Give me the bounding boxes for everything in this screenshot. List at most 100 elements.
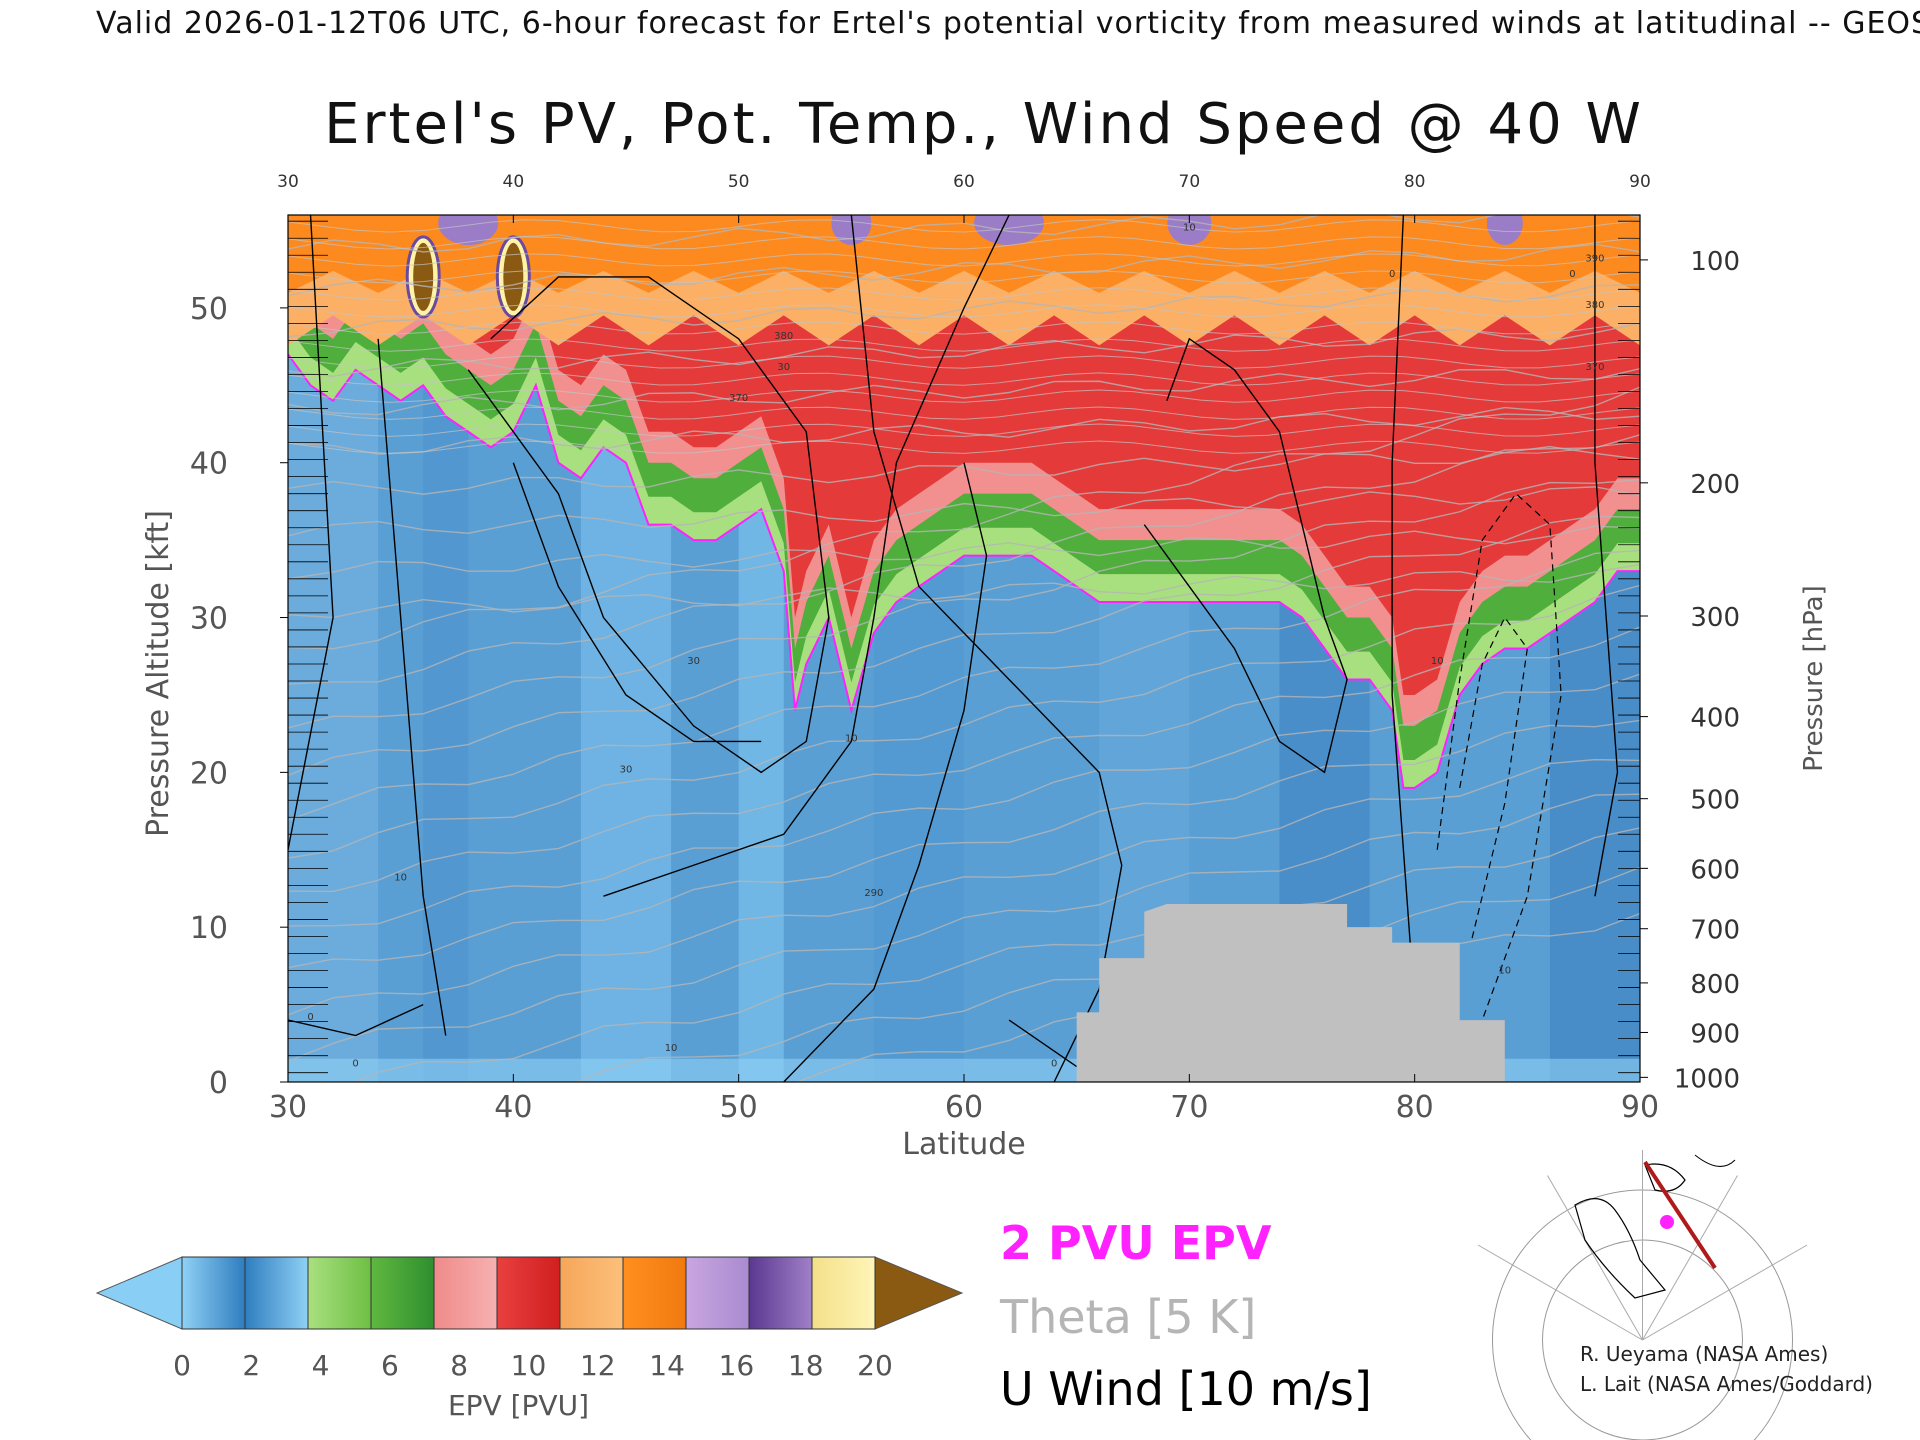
xtick-top-label-0: 30 [277, 172, 299, 192]
colorbar-tick-2: 4 [312, 1349, 330, 1382]
colorbar-tick-8: 16 [719, 1349, 755, 1382]
colorbar-segment-0 [181, 1256, 246, 1330]
y-axis-label-left: Pressure Altitude [kft] [141, 510, 176, 837]
theta-contour-2 [352, 827, 1640, 1082]
colorbar-tick-5: 10 [511, 1349, 547, 1382]
theta-upper-6 [288, 338, 1640, 352]
xtick-label-3: 60 [945, 1090, 983, 1125]
uwind-negative-1 [1459, 616, 1528, 943]
xtick-top-label-6: 90 [1629, 172, 1651, 192]
colorbar-tick-1: 2 [242, 1349, 260, 1382]
contour-label-5: 370 [729, 393, 748, 404]
theta-contour-7 [288, 626, 1640, 893]
contour-label-13: 10 [1498, 966, 1511, 977]
ptick-label-7: 800 [1690, 970, 1740, 1000]
uwind-contour-1 [377, 338, 447, 1036]
pv2-line [288, 353, 1640, 789]
theta-contour-13 [288, 386, 1640, 650]
uwind-contour-5 [783, 462, 988, 1082]
contour-label-0: 10 [1183, 222, 1196, 233]
colorbar-segment-9 [748, 1256, 813, 1330]
contour-label-17: 0 [352, 1059, 358, 1070]
uwind-contour-11 [1008, 1019, 1078, 1068]
xtick-label-6: 90 [1621, 1090, 1659, 1125]
ytick-label-4: 40 [190, 447, 228, 482]
uwind-contour-10 [288, 1003, 424, 1037]
plot-area [288, 215, 1640, 1082]
inset-coastline-america [1574, 1198, 1667, 1299]
uwind-contour-9 [1594, 215, 1619, 897]
ptick-label-3: 400 [1690, 704, 1740, 734]
theta-upper-5 [288, 355, 1640, 369]
colorbar-segment-4 [433, 1256, 498, 1330]
colorbar-tick-6: 12 [580, 1349, 616, 1382]
colorbar-tick-4: 8 [450, 1349, 468, 1382]
contour-label-18: 0 [1051, 1059, 1057, 1070]
theta-contour-4 [288, 758, 1640, 1016]
contour-label-19: 290 [864, 888, 883, 899]
xtick-top-label-5: 80 [1404, 172, 1426, 192]
xtick-top-label-2: 50 [728, 172, 750, 192]
ptick-label-2: 300 [1690, 603, 1740, 633]
theta-contour-3 [288, 793, 1640, 1062]
colorbar-segment-7 [622, 1256, 687, 1330]
contour-label-4: 380 [774, 331, 793, 342]
xtick-label-4: 70 [1170, 1090, 1208, 1125]
theta-upper-2 [288, 406, 1640, 420]
layer-purple-2 [974, 215, 1045, 245]
inset-meridian [1642, 1175, 1738, 1341]
theta-upper-1 [288, 423, 1640, 437]
terrain-mask [1076, 903, 1505, 1082]
contour-label-15: 10 [665, 1043, 678, 1054]
ptick-label-6: 700 [1690, 916, 1740, 946]
theta-contour-12 [288, 434, 1640, 685]
contour-label-7: 380 [1585, 300, 1604, 311]
colorbar-segment-1 [244, 1256, 309, 1330]
uwind-contour-4 [603, 215, 1010, 897]
colorbar-label: EPV [PVU] [448, 1389, 589, 1422]
contour-label-8: 390 [1585, 253, 1604, 264]
theta-contour-6 [288, 673, 1640, 927]
xtick-label-1: 40 [494, 1090, 532, 1125]
contour-label-6: 370 [1585, 362, 1604, 373]
theta-upper-10 [288, 270, 1640, 284]
theta-upper-9 [288, 287, 1640, 301]
inset-meridian [1642, 1244, 1808, 1341]
y-axis-label-right: Pressure [hPa] [1799, 585, 1829, 772]
colorbar-segment-10 [811, 1256, 876, 1330]
theta-contour-10 [288, 515, 1640, 777]
theta-contour-9 [288, 549, 1640, 821]
uwind-contour-7 [1143, 337, 1348, 774]
contour-label-2: 0 [1569, 269, 1575, 280]
theta-upper-8 [288, 304, 1640, 318]
theta-upper-7 [288, 321, 1640, 335]
ptick-label-4: 500 [1690, 786, 1740, 816]
contour-label-1: 0 [1389, 269, 1395, 280]
feature-max-1 [503, 242, 524, 311]
colorbar-tick-0: 0 [173, 1349, 191, 1382]
contour-label-14: 10 [394, 873, 407, 884]
theta-contour-1 [574, 866, 1640, 1082]
inset-marker [1660, 1215, 1674, 1229]
colorbar-segment-5 [496, 1256, 561, 1330]
ptick-label-0: 100 [1690, 247, 1740, 277]
theta-upper-12 [288, 236, 1640, 250]
contour-label-12: 10 [1431, 656, 1444, 667]
layer-orange [288, 215, 1640, 293]
chart-title: Ertel's PV, Pot. Temp., Wind Speed @ 40 … [324, 92, 1644, 157]
theta-contour-19 [288, 367, 1640, 416]
inset-coastline-europe [1694, 1154, 1736, 1167]
xtick-top-label-4: 70 [1179, 172, 1201, 192]
theta-upper-0 [288, 440, 1640, 454]
ptick-label-5: 600 [1690, 855, 1740, 885]
colorbar-tick-3: 6 [381, 1349, 399, 1382]
uwind-contour-2 [467, 276, 830, 774]
legend-epv: 2 PVU EPV [1000, 1216, 1272, 1270]
colorbar-segment-3 [370, 1256, 435, 1330]
colorbar-under-arrow [95, 1256, 183, 1330]
inset-track [1643, 1160, 1717, 1270]
colorbar-over-arrow [874, 1256, 964, 1330]
theta-upper-11 [288, 253, 1640, 267]
uwind-contour-3 [512, 462, 762, 743]
colorbar-segment-8 [685, 1256, 750, 1330]
